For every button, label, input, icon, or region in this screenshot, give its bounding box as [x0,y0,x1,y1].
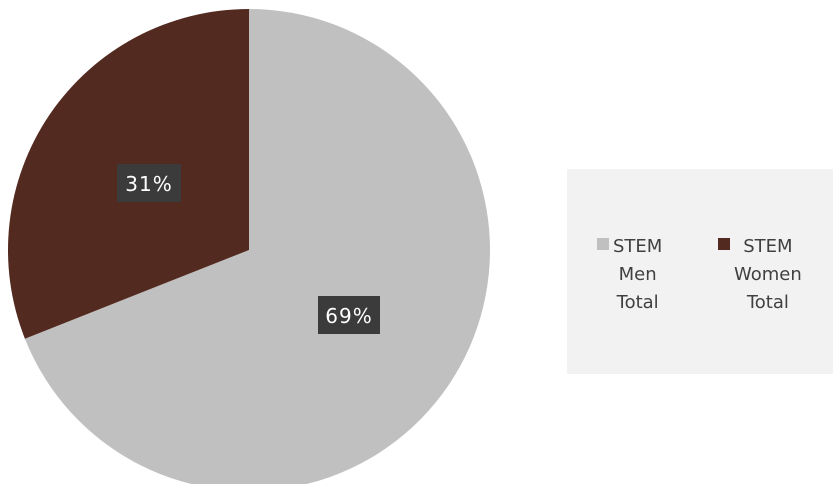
pie-slice-stem-men-total [24,9,490,484]
legend-label-men: STEM Men Total [613,236,663,313]
data-label-women-text: 31% [125,172,172,196]
pie-chart: 31% 69% [7,9,490,484]
data-label-stem-women-total: 31% [117,164,181,202]
data-label-stem-men-total: 69% [318,296,380,334]
legend-label-women: STEM Women Total [734,236,802,313]
legend-swatch-women [718,238,730,250]
data-label-men-text: 69% [325,304,372,328]
legend-item-stem-men-total: STEM Men Total [597,233,662,317]
legend-swatch-men [597,238,609,250]
legend: STEM Men Total STEM Women Total [567,169,833,374]
legend-item-stem-women-total: STEM Women Total [718,233,802,317]
